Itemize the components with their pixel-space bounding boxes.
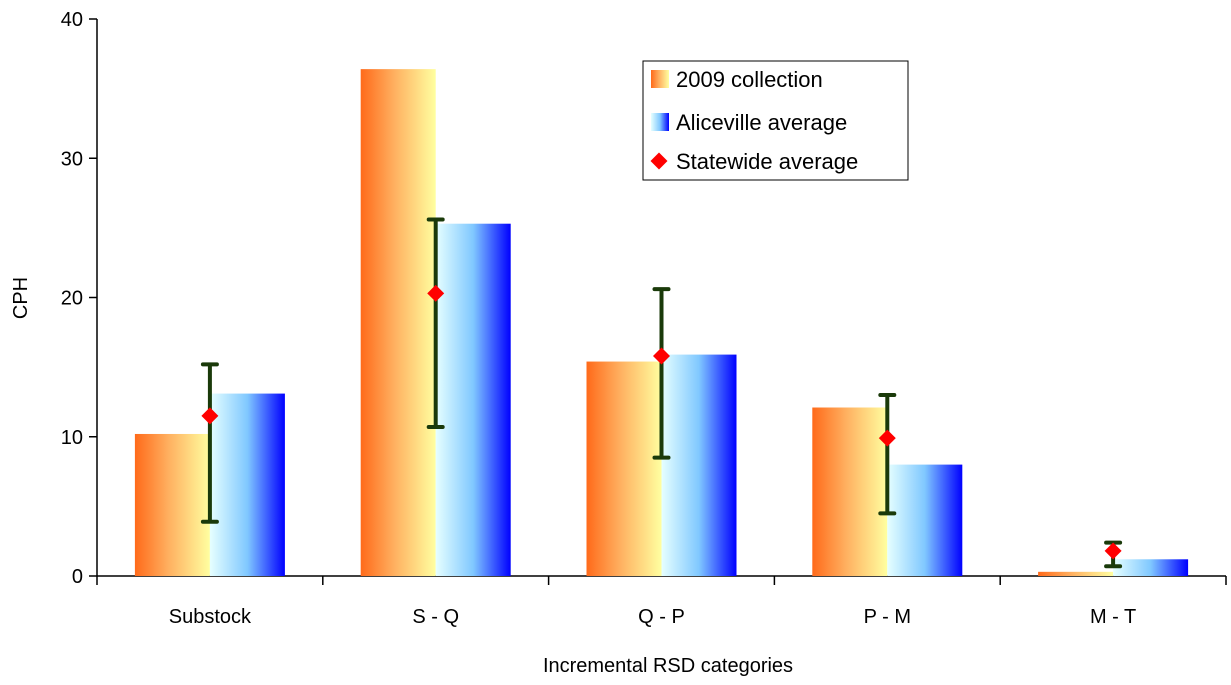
legend-label-statewide-average: Statewide average xyxy=(676,149,858,174)
statewide-average-point xyxy=(878,429,896,447)
y-tick-label: 20 xyxy=(61,288,83,310)
legend-label-aliceville-average: Aliceville average xyxy=(676,110,847,135)
bar-2009-collection xyxy=(1038,571,1114,576)
x-tick-label: Q - P xyxy=(638,606,685,628)
y-tick-label: 0 xyxy=(72,566,83,588)
bar-2009-collection xyxy=(586,361,662,576)
statewide-average-point xyxy=(201,407,219,425)
x-tick-label: M - T xyxy=(1090,606,1136,628)
x-tick-label: S - Q xyxy=(412,606,459,628)
error-bars xyxy=(200,217,1123,569)
bars xyxy=(134,69,1189,576)
x-tick-label: Substock xyxy=(169,606,252,628)
points xyxy=(201,284,1122,560)
bar-aliceville-average xyxy=(887,464,963,576)
y-tick-label: 10 xyxy=(61,427,83,449)
legend-label-2009-collection: 2009 collection xyxy=(676,67,823,92)
statewide-average-point xyxy=(1104,542,1122,560)
bar-aliceville-average xyxy=(209,393,285,576)
x-axis-title: Incremental RSD categories xyxy=(543,655,793,677)
x-tick-label: P - M xyxy=(864,606,911,628)
bar-aliceville-average xyxy=(1113,559,1189,576)
legend-swatch-2009-collection xyxy=(651,70,669,88)
legend: 2009 collection Aliceville average State… xyxy=(642,60,909,181)
bar-aliceville-average xyxy=(435,223,511,576)
bar-2009-collection xyxy=(134,433,210,576)
bar-aliceville-average xyxy=(661,354,737,576)
bar-2009-collection xyxy=(360,69,436,576)
statewide-average-point xyxy=(653,347,670,365)
y-axis-title: CPH xyxy=(10,277,32,319)
statewide-average-point xyxy=(427,284,445,302)
y-tick-label: 40 xyxy=(61,9,83,31)
y-tick-label: 30 xyxy=(61,148,83,170)
legend-marker-statewide-average xyxy=(650,152,668,170)
legend-swatch-aliceville-average xyxy=(651,113,669,131)
bar-2009-collection xyxy=(812,407,888,576)
tick-labels: 0 10 20 30 40 Substock S - Q Q - P P - M M - T xyxy=(61,9,1136,628)
legend-box xyxy=(642,60,909,181)
